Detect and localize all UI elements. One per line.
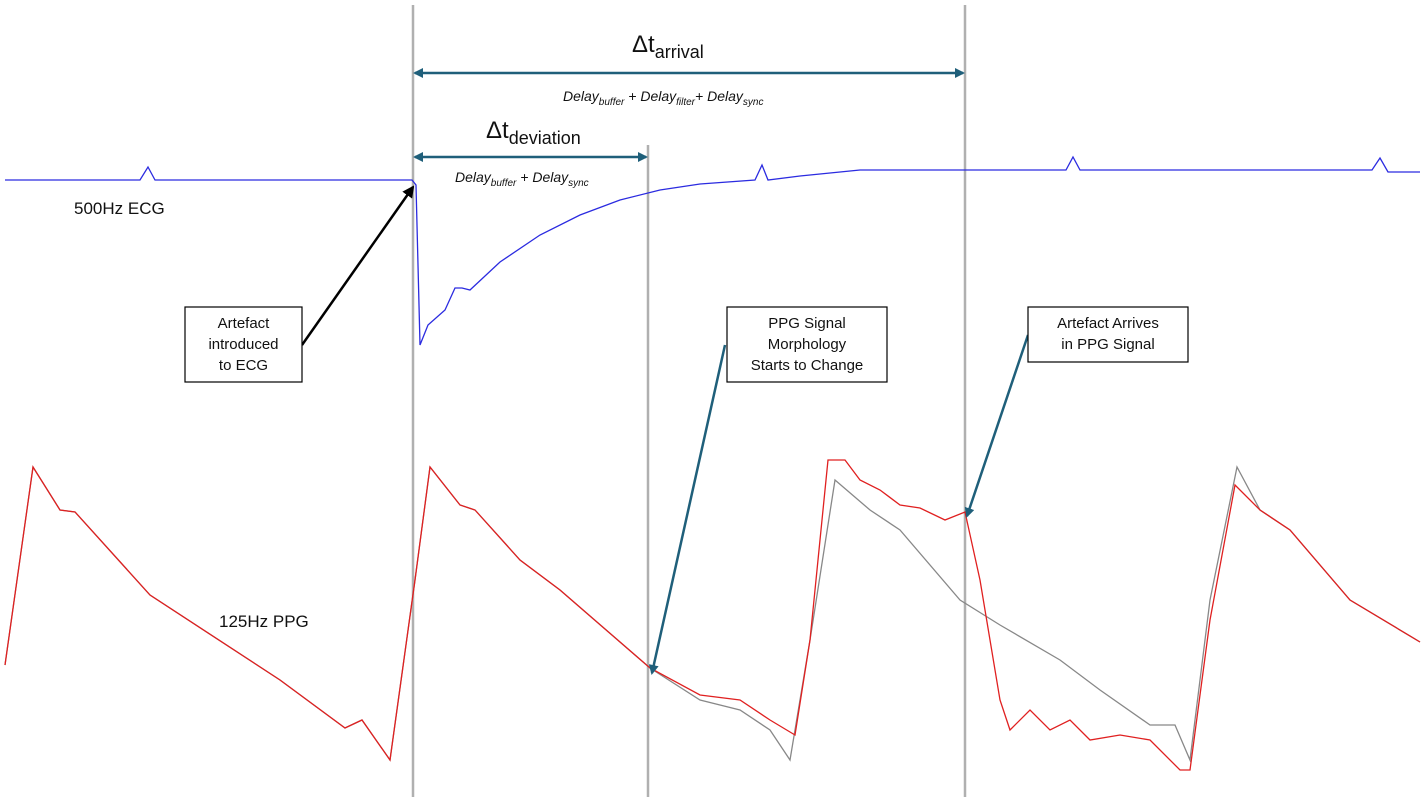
formula-subscript: buffer [491,178,517,189]
formula-term: + Delay [624,88,677,104]
callout-text: Morphology [768,336,847,353]
callout-text: to ECG [219,357,268,374]
arrival-label: Δtarrival [632,31,704,62]
callout-box [184,306,303,383]
guides [411,5,967,797]
formula-subscript: sync [568,178,589,189]
formula-subscript: filter [676,97,696,108]
ecg-trace [5,155,1420,346]
callout-arrow [300,185,415,346]
callout-text: Artefact Arrives [1057,315,1159,332]
callout-text: introduced [208,336,278,353]
formula-term: + Delay [516,169,569,185]
callout-box [726,306,888,383]
ppg-artefact [4,459,1421,771]
formula-subscript: sync [743,97,764,108]
ecg-label: 500Hz ECG [74,199,165,218]
ppg-label: 125Hz PPG [219,612,309,631]
callout-text: Artefact [218,315,271,332]
deviation-label: Δtdeviation [486,117,581,148]
callout-text: Starts to Change [751,357,864,374]
callout-text: in PPG Signal [1061,336,1154,353]
formula-term: Delay [563,88,600,104]
arrival-formula: Delaybuffer + Delayfilter+ Delaysync [563,88,763,108]
callout-box [1027,306,1189,363]
formula-term: + Delay [695,88,744,104]
formula-subscript: buffer [599,97,625,108]
callout-text: PPG Signal [768,315,846,332]
ppg-original [4,465,1421,763]
deviation-formula: Delaybuffer + Delaysync [455,169,589,189]
callout-arrow [964,334,1030,518]
callout-arrow [648,344,727,675]
formula-term: Delay [455,169,492,185]
